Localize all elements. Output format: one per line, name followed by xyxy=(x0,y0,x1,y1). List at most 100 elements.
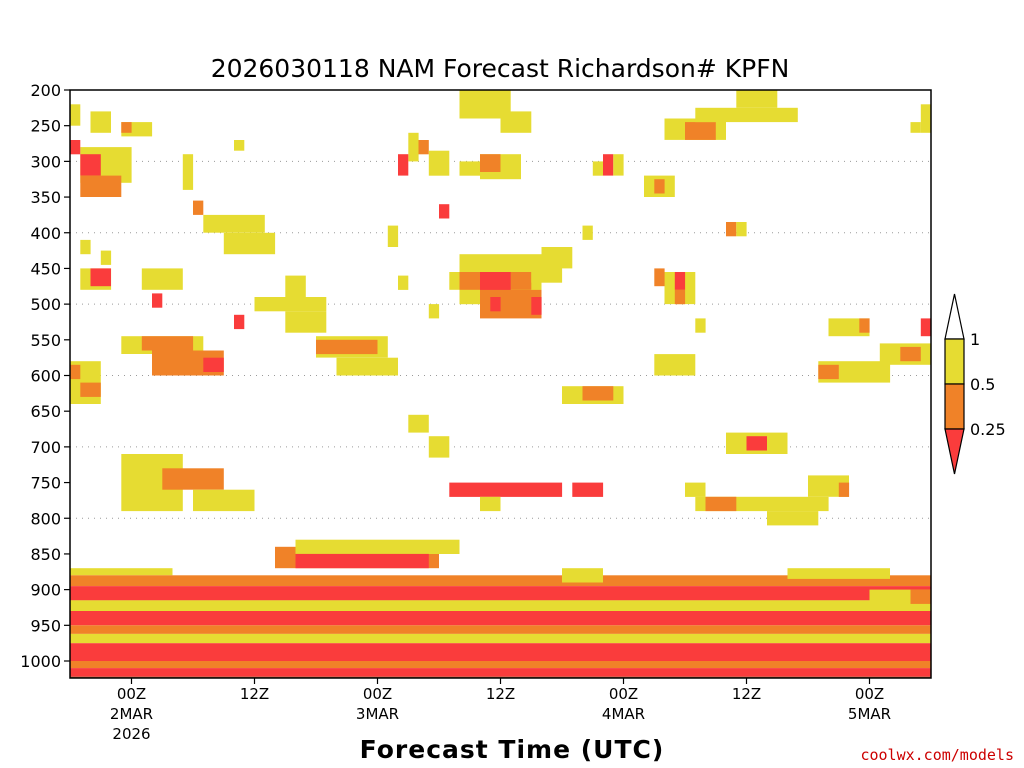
cell-Y-9 xyxy=(182,154,194,190)
cell-O-91 xyxy=(838,482,850,497)
cell-Y-101 xyxy=(70,568,173,576)
cell-Y-65 xyxy=(613,154,624,176)
cell-O-75 xyxy=(674,289,686,305)
cell-Y-20 xyxy=(141,268,183,290)
cell-Y-59 xyxy=(408,414,429,433)
cell-R-110 xyxy=(70,668,931,677)
cell-R-21 xyxy=(152,293,163,308)
cell-Y-107 xyxy=(70,633,931,644)
colorbar-bin-0.25-0.5 xyxy=(944,383,965,430)
x-tick-label-3: 12Z xyxy=(486,685,515,703)
cell-Y-78 xyxy=(695,318,706,333)
x-tick-label-1: 12Z xyxy=(240,685,269,703)
colorbar-legend: 1 0.5 0.25 xyxy=(944,293,1006,475)
cell-Y-11 xyxy=(203,214,265,233)
cell-O-24 xyxy=(141,336,194,351)
y-tick-label-950: 950 xyxy=(30,616,61,635)
cell-R-19 xyxy=(90,268,111,287)
chart-title: 2026030118 NAM Forecast Richardson# KPFN xyxy=(211,54,790,83)
cell-O-42 xyxy=(480,154,501,172)
cell-Y-44 xyxy=(500,111,532,133)
cell-O-82 xyxy=(726,222,737,237)
cell-Y-83 xyxy=(736,222,747,237)
cell-Y-16 xyxy=(80,239,91,255)
cell-O-37 xyxy=(418,140,429,155)
cell-Y-8 xyxy=(234,140,245,151)
cell-Y-79 xyxy=(654,354,696,376)
cell-Y-115 xyxy=(787,568,890,579)
y-tick-label-450: 450 xyxy=(30,259,61,278)
cell-Y-38 xyxy=(428,150,450,176)
cell-Y-46 xyxy=(387,225,399,247)
cell-O-34 xyxy=(162,468,224,490)
cell-Y-17 xyxy=(100,250,112,265)
cell-Y-35 xyxy=(193,489,255,512)
y-tick-label-500: 500 xyxy=(30,295,61,314)
x-tick-date-4: 4MAR xyxy=(602,705,645,723)
cell-Y-12 xyxy=(223,232,276,255)
cell-R-39 xyxy=(398,154,409,176)
cell-R-85 xyxy=(746,436,767,451)
cell-O-88 xyxy=(705,496,737,512)
cell-Y-94 xyxy=(828,318,870,337)
cell-O-31 xyxy=(70,364,81,380)
y-tick-label-850: 850 xyxy=(30,545,61,564)
cell-Y-57 xyxy=(428,304,440,319)
y-tick-label-200: 200 xyxy=(30,81,61,100)
cell-Y-112 xyxy=(295,539,460,554)
y-tick-label-650: 650 xyxy=(30,402,61,421)
cell-O-117 xyxy=(910,589,931,604)
x-tick-date-0: 2MAR xyxy=(110,705,153,723)
cell-O-109 xyxy=(70,661,931,669)
cell-Y-89 xyxy=(767,511,819,526)
cell-O-52 xyxy=(480,289,542,319)
colorbar-label-1: 1 xyxy=(970,330,980,349)
credit-text: coolwx.com/models xyxy=(860,746,1014,764)
cell-Y-47 xyxy=(398,275,409,290)
cell-Y-58 xyxy=(428,436,450,458)
x-tick-date-2: 3MAR xyxy=(356,705,399,723)
x-tick-year-0: 2026 xyxy=(112,725,150,743)
cell-R-45 xyxy=(439,204,450,219)
y-tick-label-900: 900 xyxy=(30,581,61,600)
plot-area xyxy=(69,89,932,679)
cell-R-103 xyxy=(70,586,931,601)
y-tick-label-250: 250 xyxy=(30,117,61,136)
cell-R-54 xyxy=(531,297,542,315)
cell-Y-56 xyxy=(531,261,563,283)
x-axis: 00Z 2MAR 2026 12Z 00Z 3MAR 12Z 00Z 4MAR 12Z 00Z 5MA… xyxy=(110,678,891,743)
cell-R-22 xyxy=(234,314,245,330)
cell-Y-61 xyxy=(480,496,501,512)
cell-O-70 xyxy=(685,122,716,140)
cell-R-98 xyxy=(920,318,932,337)
y-tick-label-750: 750 xyxy=(30,474,61,493)
cell-O-32 xyxy=(80,382,101,397)
cell-Y-40 xyxy=(459,161,480,176)
cell-Y-14 xyxy=(254,297,327,312)
colorbar-label-0.5: 0.5 xyxy=(970,375,995,394)
cell-O-28 xyxy=(316,339,378,355)
y-tick-label-700: 700 xyxy=(30,438,61,457)
cell-R-64 xyxy=(603,154,614,176)
cell-Y-13 xyxy=(285,275,306,305)
cell-Y-99 xyxy=(920,104,932,133)
cell-Y-29 xyxy=(336,357,398,376)
cell-R-60 xyxy=(449,482,563,497)
colorbar-bin-0.5-1 xyxy=(944,338,965,385)
cell-R-1 xyxy=(80,154,101,176)
cell-Y-86 xyxy=(685,482,706,497)
cell-O-10 xyxy=(193,200,204,215)
cell-R-62 xyxy=(572,482,604,497)
y-tick-label-1000: 1000 xyxy=(20,652,61,671)
cell-O-81 xyxy=(582,386,614,401)
cell-Y-72 xyxy=(736,90,778,108)
colorbar-bin-above-1 xyxy=(944,293,965,340)
cell-O-95 xyxy=(859,318,870,333)
cell-O-77 xyxy=(654,268,665,287)
y-tick-label-300: 300 xyxy=(30,152,61,171)
heatmap-cells xyxy=(70,90,932,677)
cell-Y-114 xyxy=(562,568,603,583)
cell-Y-104 xyxy=(70,600,931,611)
cell-R-26 xyxy=(203,357,224,372)
